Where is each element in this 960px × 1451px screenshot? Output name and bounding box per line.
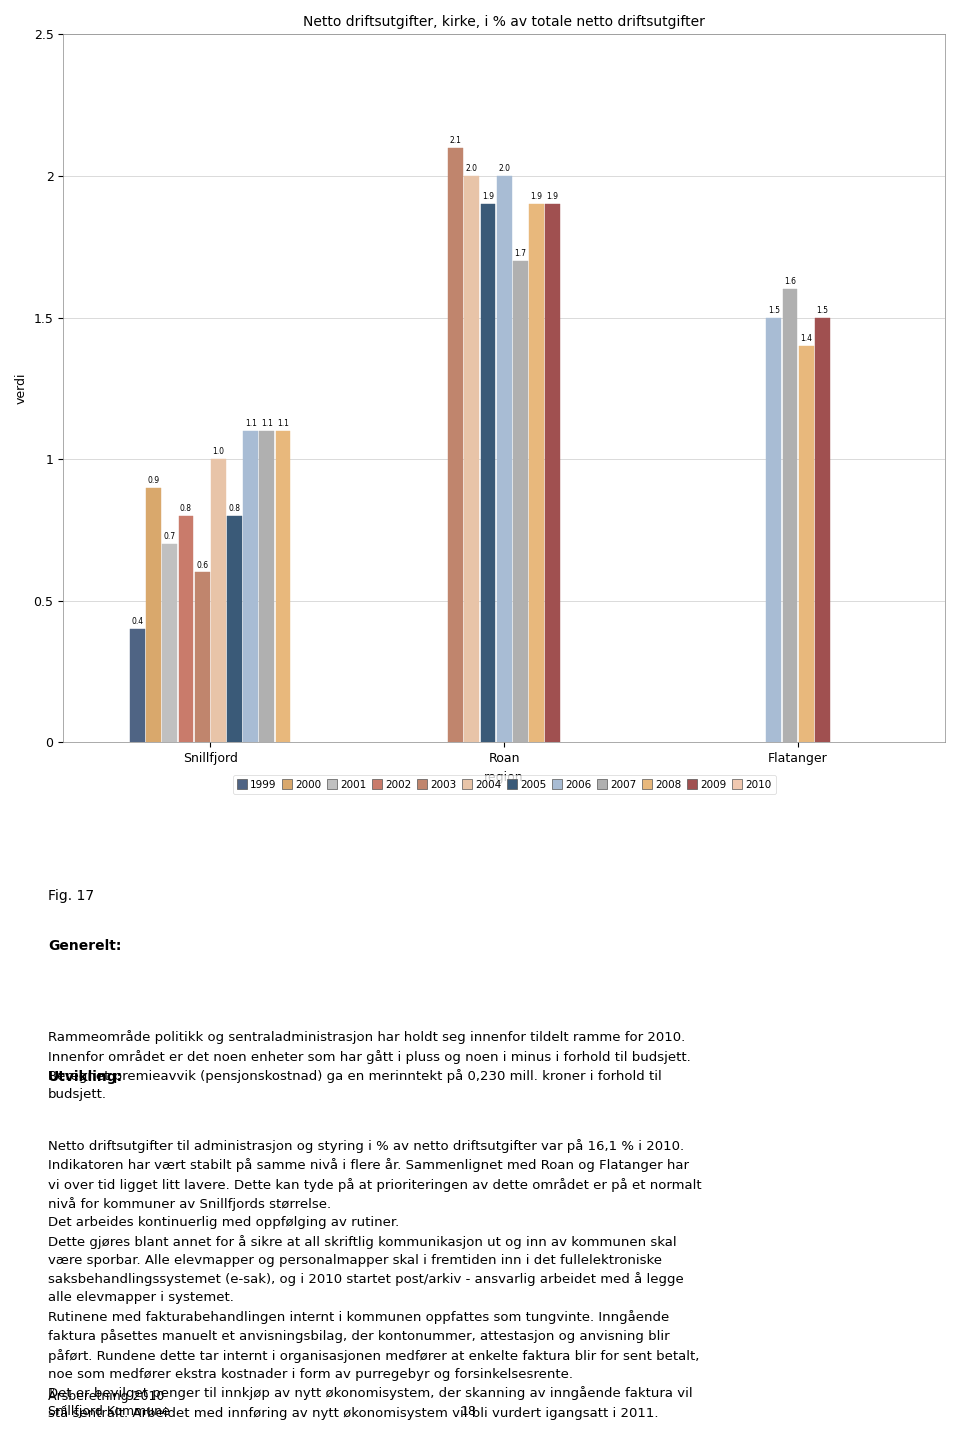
- Text: 0.7: 0.7: [164, 533, 176, 541]
- Bar: [799, 345, 813, 743]
- Text: Netto driftsutgifter til administrasjon og styring i % av netto driftsutgifter v: Netto driftsutgifter til administrasjon …: [48, 1139, 702, 1419]
- Text: 0.8: 0.8: [228, 503, 240, 514]
- Bar: [179, 515, 193, 743]
- Bar: [513, 261, 528, 743]
- Text: 0.6: 0.6: [196, 560, 208, 570]
- Bar: [259, 431, 275, 743]
- Bar: [766, 318, 781, 743]
- Text: Rammeområde politikk og sentraladministrasjon har holdt seg innenfor tildelt ram: Rammeområde politikk og sentraladministr…: [48, 1030, 691, 1101]
- Text: 1.6: 1.6: [784, 277, 796, 286]
- Text: 1.1: 1.1: [245, 419, 256, 428]
- Text: 1.1: 1.1: [261, 419, 273, 428]
- Text: Fig. 17: Fig. 17: [48, 888, 94, 903]
- Bar: [448, 148, 463, 743]
- Text: 1.5: 1.5: [768, 306, 780, 315]
- Text: 2.1: 2.1: [449, 136, 462, 145]
- Legend: 1999, 2000, 2001, 2002, 2003, 2004, 2005, 2006, 2007, 2008, 2009, 2010: 1999, 2000, 2001, 2002, 2003, 2004, 2005…: [232, 775, 776, 794]
- Text: 0.9: 0.9: [148, 476, 159, 485]
- Bar: [496, 176, 512, 743]
- Text: 18: 18: [461, 1405, 477, 1418]
- Text: Generelt:: Generelt:: [48, 939, 121, 953]
- Bar: [146, 488, 161, 743]
- Bar: [211, 459, 226, 743]
- Bar: [243, 431, 258, 743]
- Text: 2.0: 2.0: [466, 164, 478, 173]
- Text: 0.4: 0.4: [132, 617, 144, 627]
- Text: 1.9: 1.9: [546, 193, 559, 202]
- Text: 2.0: 2.0: [498, 164, 510, 173]
- Bar: [545, 205, 560, 743]
- Text: 1.7: 1.7: [515, 250, 526, 258]
- Text: 1.4: 1.4: [800, 334, 812, 342]
- Text: Utvikling:: Utvikling:: [48, 1069, 123, 1084]
- Bar: [529, 205, 544, 743]
- Bar: [130, 630, 145, 743]
- Text: 1.9: 1.9: [482, 193, 494, 202]
- Text: 1.9: 1.9: [531, 193, 542, 202]
- Bar: [815, 318, 829, 743]
- Bar: [481, 205, 495, 743]
- Bar: [782, 289, 798, 743]
- Text: Årsberetning 2010
Snillfjord Kommune: Årsberetning 2010 Snillfjord Kommune: [48, 1387, 170, 1418]
- Bar: [228, 515, 242, 743]
- Text: 0.8: 0.8: [180, 503, 192, 514]
- Bar: [276, 431, 291, 743]
- Title: Netto driftsutgifter, kirke, i % av totale netto driftsutgifter: Netto driftsutgifter, kirke, i % av tota…: [303, 15, 705, 29]
- X-axis label: region: region: [485, 770, 524, 784]
- Bar: [465, 176, 479, 743]
- Bar: [195, 573, 209, 743]
- Text: 1.1: 1.1: [277, 419, 289, 428]
- Text: 1.0: 1.0: [212, 447, 225, 457]
- Text: 1.5: 1.5: [816, 306, 828, 315]
- Y-axis label: verdi: verdi: [15, 373, 28, 405]
- Bar: [162, 544, 178, 743]
